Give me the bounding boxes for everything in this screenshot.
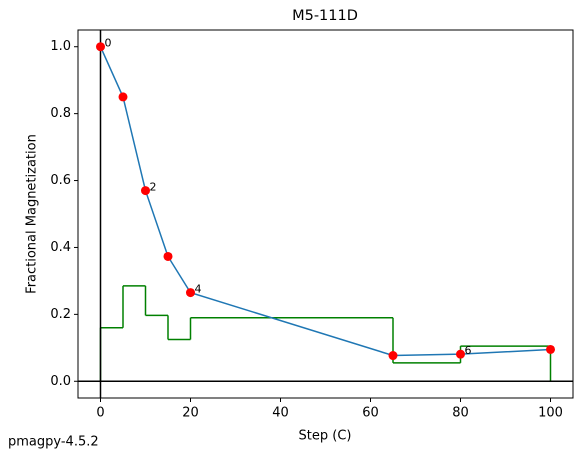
x-tick-label: 0 [96, 406, 104, 421]
data-point [456, 349, 465, 359]
y-axis-label: Fractional Magnetization [25, 134, 40, 294]
y-tick-label: 0.4 [50, 240, 71, 255]
point-label: 6 [465, 344, 472, 357]
x-tick-label: 100 [538, 406, 563, 421]
step-riser [99, 285, 552, 382]
data-point [141, 186, 150, 196]
x-tick-label: 80 [452, 406, 469, 421]
data-point [96, 42, 105, 52]
x-tick-label: 60 [362, 406, 379, 421]
footer: pmagpy-4.5.2 [8, 435, 99, 450]
data-point [118, 92, 128, 102]
x-axis-label: Step (C) [299, 429, 352, 444]
data-point [388, 351, 398, 361]
y-tick-label: 0.2 [50, 307, 71, 322]
data-point [186, 288, 195, 298]
data-point [546, 344, 555, 354]
data-point [163, 251, 173, 261]
point-label: 0 [105, 37, 112, 50]
x-tick-label: 40 [272, 406, 289, 421]
y-tick-label: 0.6 [50, 173, 71, 188]
chart-title: M5-111D [292, 8, 358, 24]
point-label: 4 [195, 283, 202, 296]
y-tick-label: 0.0 [50, 374, 71, 389]
y-tick-label: 0.8 [50, 106, 71, 121]
data-line [99, 46, 551, 357]
point-label: 2 [150, 181, 157, 194]
plot-frame [77, 29, 574, 399]
y-tick-label: 1.0 [50, 39, 71, 54]
x-tick-label: 20 [182, 406, 199, 421]
